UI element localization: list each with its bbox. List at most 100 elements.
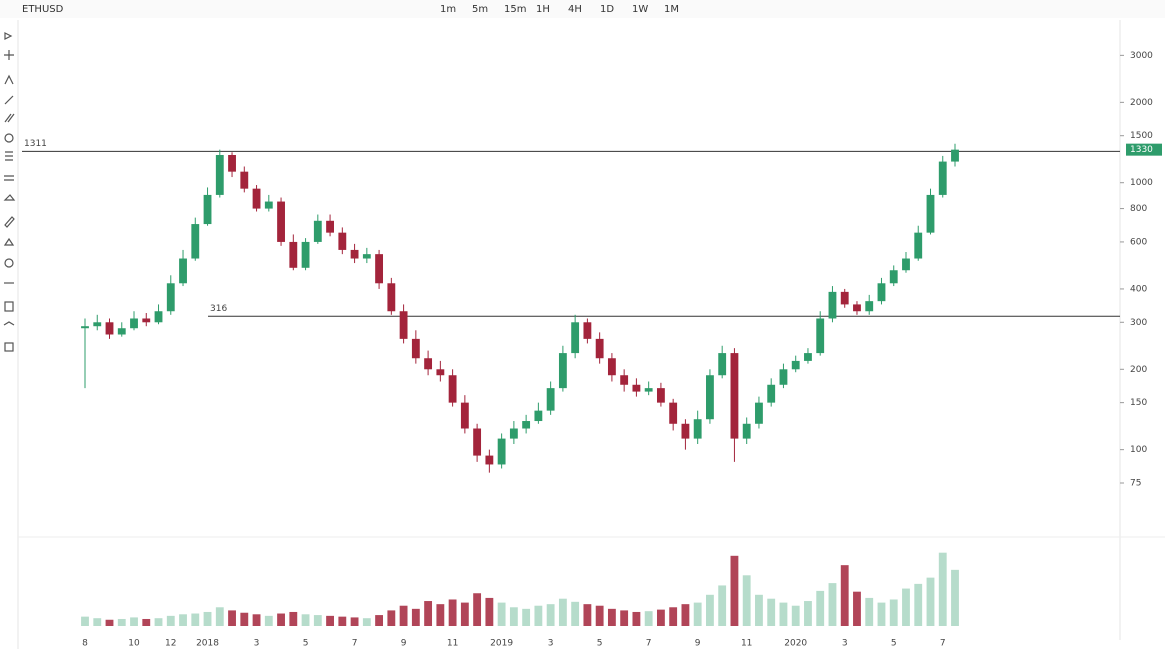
timeframe[interactable]: 5m [472, 4, 488, 15]
x-tick-label: 5 [891, 639, 897, 649]
volume-bar [399, 605, 408, 626]
volume-bar [693, 602, 702, 626]
volume-bar [375, 615, 384, 626]
candle-body [669, 402, 678, 424]
candle-body [130, 318, 138, 329]
x-tick-label: 5 [303, 639, 309, 649]
volume-bar [767, 598, 776, 626]
x-tick-label: 11 [447, 639, 458, 649]
volume-bar [644, 611, 653, 626]
candle-body [142, 318, 151, 323]
volume-bar [791, 605, 800, 626]
candle-body [693, 419, 702, 439]
candle-body [179, 258, 187, 284]
x-tick-label: 2020 [784, 639, 807, 649]
candle-body [571, 322, 580, 354]
candle-body [755, 402, 763, 424]
volume-bar [350, 617, 359, 626]
candle-body [902, 258, 910, 271]
y-tick-label: 1000 [1130, 178, 1153, 188]
volume-bar [742, 575, 751, 626]
volume-bar [497, 602, 506, 626]
timeframe[interactable]: 4H [568, 4, 582, 15]
candle-body [191, 224, 200, 259]
candle-body [289, 241, 298, 268]
volume-bar [828, 583, 837, 626]
volume-bar [215, 607, 224, 626]
candle-body [926, 194, 935, 233]
candle-body [313, 220, 322, 242]
x-tick-label: 2018 [196, 639, 219, 649]
x-tick-label: 3 [254, 639, 260, 649]
timeframe[interactable]: 1W [632, 4, 648, 15]
volume-bar [804, 601, 812, 626]
timeframe[interactable]: 1D [600, 4, 614, 15]
candle-body [804, 353, 812, 361]
candle-body [951, 149, 959, 162]
candle-body [460, 402, 469, 429]
candle-body [828, 291, 837, 319]
candle-body [240, 171, 249, 189]
candle-body [877, 283, 886, 302]
candle-body [485, 455, 494, 465]
timeframe[interactable]: 1m [440, 4, 456, 15]
candle-body [301, 241, 310, 268]
x-tick-label: 3 [548, 639, 554, 649]
last-price-label: 1330 [1130, 145, 1153, 155]
candle-body [117, 328, 126, 335]
x-tick-label: 7 [352, 639, 358, 649]
volume-bar [264, 615, 273, 626]
volume-bar [485, 597, 494, 626]
y-tick-label: 150 [1130, 398, 1147, 408]
x-tick-label: 7 [940, 639, 946, 649]
volume-bar [142, 618, 151, 626]
candle-body [105, 322, 114, 335]
volume-bar [632, 611, 641, 626]
volume-bar [387, 610, 396, 626]
volume-bar [877, 602, 886, 626]
candle-body [448, 375, 457, 403]
volume-bar [583, 604, 592, 626]
candle-body [93, 322, 102, 327]
candle-body [718, 353, 727, 376]
volume-bar [203, 611, 212, 626]
drawing-tools[interactable] [3, 32, 16, 352]
volume-bar [889, 599, 898, 626]
x-tick-label: 12 [165, 639, 176, 649]
x-tick-label: 3 [842, 639, 848, 649]
candle-body [546, 388, 555, 411]
candle-body [424, 358, 433, 370]
candle-body [411, 338, 420, 359]
candle-body [779, 369, 788, 385]
volume-bar [558, 598, 567, 626]
volume-bar [840, 565, 849, 626]
volume-bar [546, 604, 555, 626]
symbol[interactable]: ETHUSD [22, 4, 64, 15]
candle-body [350, 249, 359, 259]
volume-bar [779, 602, 788, 626]
candle-body [730, 353, 739, 439]
volume-bar [326, 615, 334, 626]
timeframe[interactable]: 15m [504, 4, 526, 15]
volume-bar [362, 618, 371, 626]
volume-bar [179, 614, 187, 626]
volume-bar [926, 577, 935, 626]
candle-body [742, 423, 751, 439]
volume-bar [938, 552, 947, 626]
volume-bar [130, 617, 138, 626]
timeframe[interactable]: 1H [536, 4, 550, 15]
volume-bar [252, 614, 261, 626]
candle-body [375, 254, 384, 284]
x-tick-label: 9 [695, 639, 701, 649]
volume-bar [656, 609, 665, 626]
volume-bar [755, 594, 763, 626]
candle-body [473, 428, 482, 456]
candle-body [865, 301, 874, 312]
volume-bar [460, 602, 469, 626]
volume-bar [338, 616, 347, 626]
y-tick-label: 800 [1130, 204, 1147, 214]
timeframe[interactable]: 1M [664, 4, 679, 15]
candle-body [215, 155, 224, 195]
candle-body [387, 283, 396, 312]
